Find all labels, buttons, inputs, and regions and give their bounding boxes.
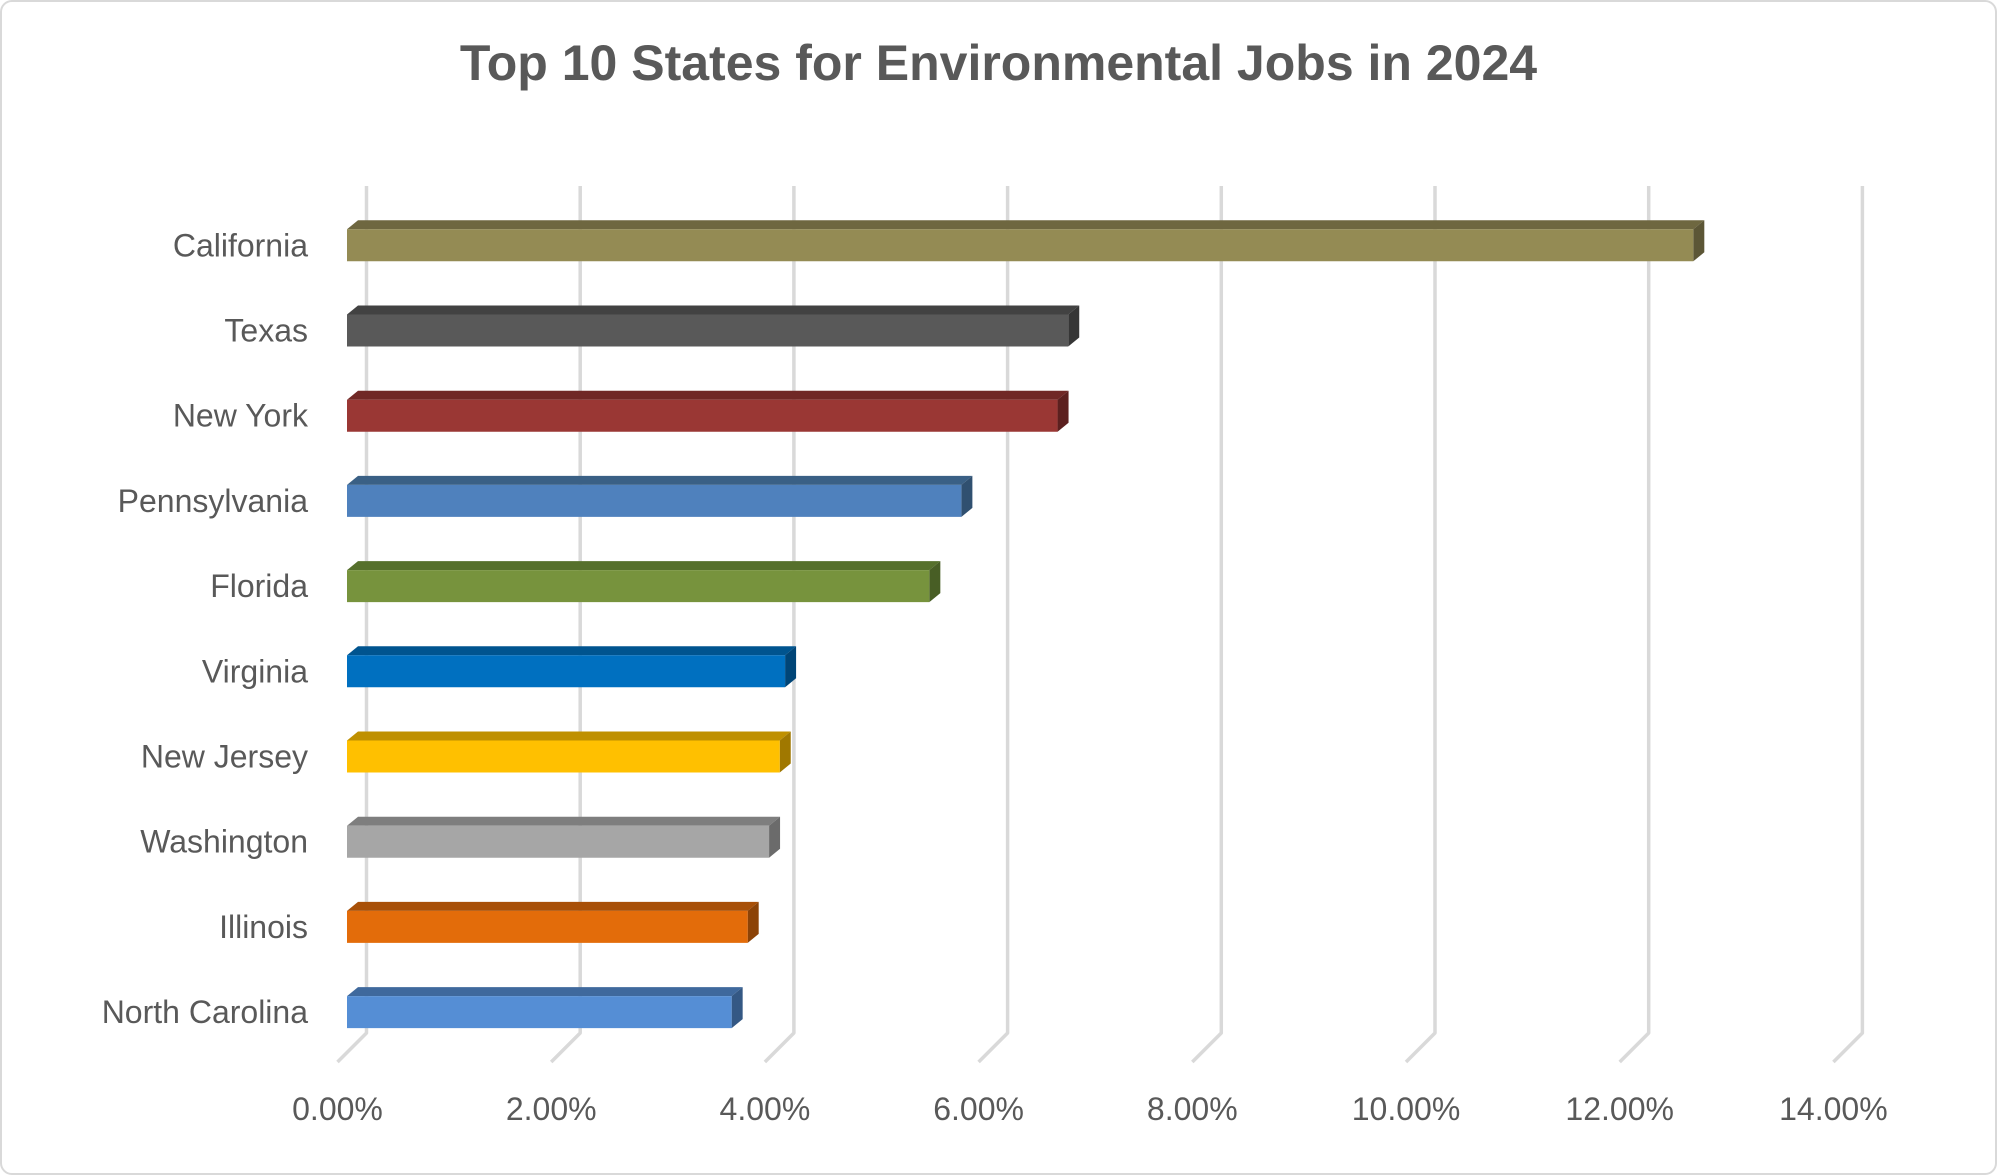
bar-virginia — [347, 646, 797, 688]
x-tick-label: 12.00% — [1565, 1091, 1674, 1127]
bar-side-face — [1693, 220, 1705, 262]
bar-side-face — [929, 561, 941, 603]
bar-front-face — [347, 825, 770, 858]
category-label: Florida — [210, 568, 308, 604]
x-tick-label: 2.00% — [506, 1091, 597, 1127]
chart-title: Top 10 States for Environmental Jobs in … — [459, 35, 1538, 91]
bar-top-face — [347, 901, 759, 911]
gridline — [977, 186, 1010, 1064]
bar-illinois — [347, 901, 759, 943]
gridline — [549, 186, 582, 1064]
x-tick-label: 8.00% — [1147, 1091, 1238, 1127]
bar-side-face — [731, 987, 743, 1029]
bar-front-face — [347, 655, 786, 688]
x-tick-label: 6.00% — [933, 1091, 1024, 1127]
x-tick-label: 10.00% — [1352, 1091, 1461, 1127]
bar-top-face — [347, 816, 781, 826]
bar-front-face — [347, 229, 1694, 262]
category-label: North Carolina — [102, 994, 309, 1030]
category-label: New Jersey — [141, 739, 308, 775]
x-tick-label: 0.00% — [292, 1091, 383, 1127]
bar-top-face — [347, 475, 973, 485]
bar-top-face — [347, 731, 791, 741]
bar-north-carolina — [347, 987, 743, 1029]
bar-pennsylvania — [347, 475, 973, 517]
gridline — [1404, 186, 1437, 1064]
bar-side-face — [961, 475, 973, 517]
bar-front-face — [347, 570, 930, 603]
category-label: Virginia — [202, 653, 308, 689]
bar-front-face — [347, 996, 732, 1029]
bar-front-face — [347, 484, 962, 517]
bar-top-face — [347, 220, 1705, 230]
category-label: Texas — [224, 313, 308, 349]
gridline — [1191, 186, 1224, 1064]
bar-new-jersey — [347, 731, 791, 773]
bar-florida — [347, 561, 941, 603]
gridline — [1618, 186, 1651, 1064]
category-label: Pennsylvania — [118, 483, 309, 519]
gridline — [763, 186, 796, 1064]
x-tick-label: 14.00% — [1779, 1091, 1888, 1127]
category-label: New York — [173, 398, 309, 434]
bar-side-face — [747, 901, 759, 943]
bar-front-face — [347, 399, 1058, 432]
bar-side-face — [1057, 390, 1069, 432]
bar-top-face — [347, 390, 1069, 400]
bar-side-face — [769, 816, 781, 858]
bar-top-face — [347, 561, 941, 571]
bar-california — [347, 220, 1705, 262]
category-label: Illinois — [219, 909, 308, 945]
category-label: Washington — [140, 824, 308, 860]
gridline — [336, 186, 369, 1064]
bar-front-face — [347, 314, 1069, 347]
bar-front-face — [347, 740, 780, 773]
bar-side-face — [785, 646, 797, 688]
bar-new-york — [347, 390, 1069, 432]
x-tick-label: 4.00% — [720, 1091, 811, 1127]
bar-washington — [347, 816, 781, 858]
category-label: California — [173, 227, 308, 263]
bar-front-face — [347, 910, 748, 943]
bar-top-face — [347, 987, 743, 997]
bar-texas — [347, 305, 1080, 347]
bar-top-face — [347, 646, 797, 656]
gridline — [1832, 186, 1865, 1064]
bar-side-face — [779, 731, 791, 773]
bar-top-face — [347, 305, 1080, 315]
bar-side-face — [1068, 305, 1080, 347]
